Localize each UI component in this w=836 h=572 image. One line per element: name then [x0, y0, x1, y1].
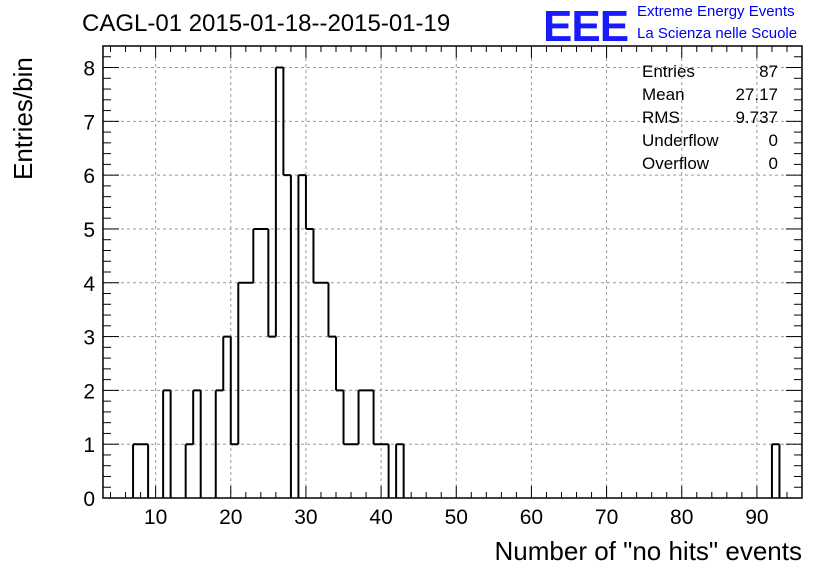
stat-row-overflow: Overflow 0: [642, 152, 778, 175]
histogram-bin: [223, 337, 231, 498]
y-tick-label: 4: [83, 273, 95, 296]
stat-label: Overflow: [642, 154, 710, 173]
histogram-bin: [328, 337, 336, 498]
stat-row-underflow: Underflow 0: [642, 129, 778, 152]
stat-row-rms: RMS 9.737: [642, 106, 778, 129]
x-tick-label: 50: [445, 506, 468, 529]
stats-box: Entries 87 Mean 27.17 RMS 9.737 Underflo…: [642, 60, 778, 175]
stat-label: RMS: [642, 108, 680, 127]
histogram-bin: [238, 283, 246, 498]
logo-line-1: Extreme Energy Events: [637, 3, 795, 20]
histogram-bin: [216, 390, 224, 498]
stat-value: 0: [768, 131, 778, 150]
y-tick-label: 0: [83, 488, 95, 511]
histogram-bin: [366, 390, 374, 498]
y-tick-label: 1: [83, 434, 95, 457]
stat-value: 87: [759, 62, 778, 81]
histogram-outline: [132, 66, 781, 498]
histogram-bin: [374, 444, 382, 498]
histogram-bin: [268, 337, 276, 498]
y-tick-label: 6: [83, 165, 95, 188]
stat-value: 0: [768, 154, 778, 173]
y-tick-label: 8: [83, 58, 95, 81]
histogram-bin: [396, 444, 404, 498]
y-tick-label: 5: [83, 219, 95, 242]
logo-line-2: La Scienza nelle Scuole: [637, 25, 798, 42]
histogram-bin: [193, 390, 201, 498]
x-axis-label: Number of "no hits" events: [494, 536, 803, 566]
histogram-bin: [313, 283, 321, 498]
histogram-bin: [231, 444, 239, 498]
histogram-bin: [133, 444, 141, 498]
y-tick-label: 2: [83, 380, 95, 403]
histogram-bin: [306, 229, 314, 498]
histogram-bin: [298, 175, 306, 498]
eee-logo: EEE: [543, 2, 629, 51]
x-tick-label: 90: [745, 506, 768, 529]
histogram-bin: [246, 283, 254, 498]
x-tick-label: 40: [369, 506, 392, 529]
histogram-bin: [283, 175, 291, 498]
x-tick-label: 60: [520, 506, 543, 529]
histogram-bin: [253, 229, 261, 498]
histogram-bin: [336, 390, 344, 498]
histogram-bin: [381, 444, 389, 498]
histogram-bin: [344, 444, 352, 498]
x-tick-label: 30: [294, 506, 317, 529]
histogram-bin: [261, 229, 269, 498]
stat-label: Entries: [642, 62, 695, 81]
histogram-bin: [359, 390, 367, 498]
x-tick-label: 20: [219, 506, 242, 529]
chart-title: CAGL-01 2015-01-18--2015-01-19: [82, 10, 451, 37]
histogram-bin: [321, 283, 329, 498]
stat-label: Underflow: [642, 131, 719, 150]
stat-value: 27.17: [735, 85, 778, 104]
histogram-bin: [772, 444, 780, 498]
histogram-bin: [276, 68, 284, 498]
y-axis-label: Entries/bin: [8, 57, 38, 180]
y-tick-label: 3: [83, 327, 95, 350]
x-tick-label: 70: [595, 506, 618, 529]
x-tick-label: 80: [670, 506, 693, 529]
y-tick-label: 7: [83, 111, 95, 134]
x-tick-label: 10: [144, 506, 167, 529]
histogram-bin: [163, 390, 171, 498]
histogram-bin: [141, 444, 149, 498]
histogram-bin: [351, 444, 359, 498]
stat-label: Mean: [642, 85, 685, 104]
stat-value: 9.737: [735, 108, 778, 127]
stat-row-mean: Mean 27.17: [642, 83, 778, 106]
stat-row-entries: Entries 87: [642, 60, 778, 83]
histogram-bin: [186, 444, 194, 498]
